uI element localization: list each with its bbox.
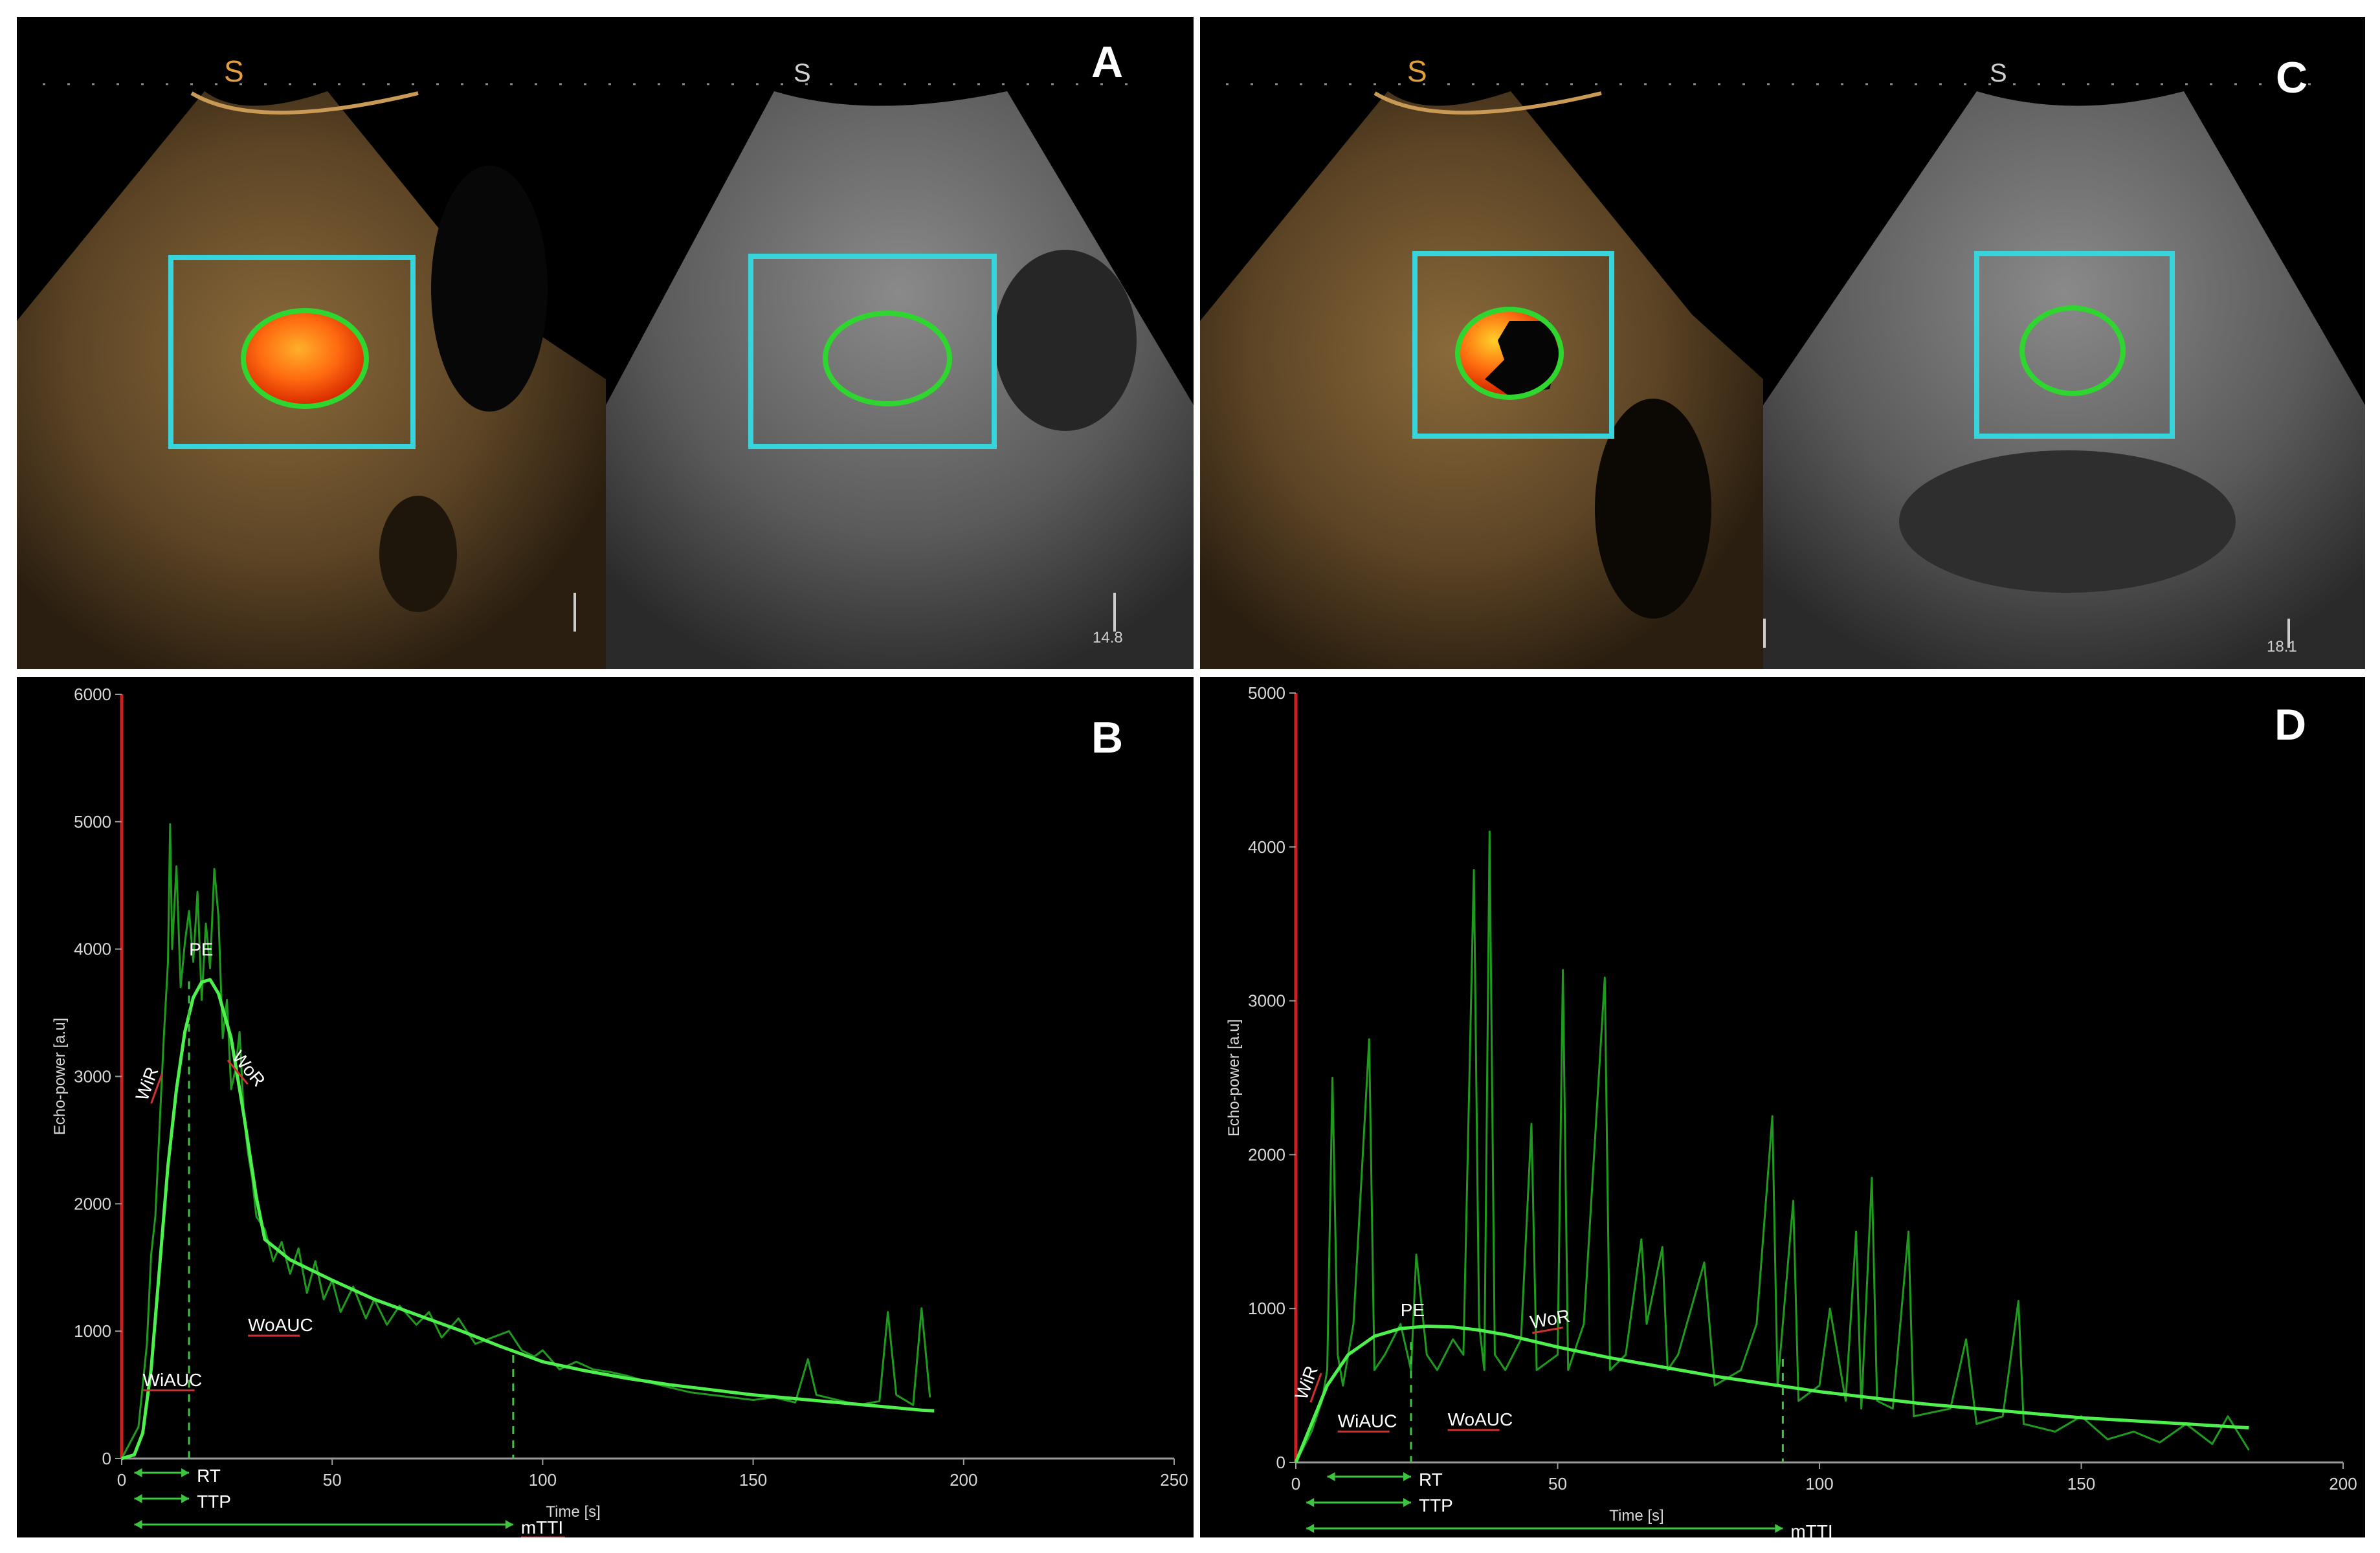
annotation-pe: PE [1401,1300,1425,1320]
y-tick-label: 2000 [74,1194,111,1213]
depth-readout: 18.1 [2267,638,2297,655]
fitted-curve [121,978,935,1460]
roi-ellipse-ceus [1455,307,1564,400]
interval-label-ttp: TTP [197,1492,231,1512]
y-tick-label: 1000 [1248,1299,1285,1318]
panel-b-chart: 0 1000 2000 3000 4000 5000 6000 0 50 100 150 200 250… [17,677,1194,1537]
transducer-arc [190,91,419,115]
probe-marker-icon-bmode: S [794,59,811,87]
interval-arrowhead [1403,1472,1411,1481]
roi-ellipse-bmode [2019,305,2126,396]
panel-d-chart: 0 1000 2000 3000 4000 5000 0 50 100 150 200 Time [s… [1200,677,2365,1537]
x-tick-label: 200 [2329,1474,2357,1493]
annotation-wiauc: WiAUC [1338,1411,1397,1431]
x-tick-label: 0 [117,1470,126,1490]
annotation-underline [227,1059,249,1085]
roi-box-ceus [1412,251,1614,439]
interval-arrowhead [181,1468,190,1477]
roi-box-ceus [168,255,416,449]
interval-arrowhead [134,1468,142,1477]
interval-arrowhead [505,1520,513,1529]
x-tick-label: 150 [2067,1474,2095,1493]
y-tick-label: 5000 [1248,683,1285,703]
annotation-underline [1309,1372,1322,1403]
perfusion-heatmap [245,312,365,405]
interval-arrowhead [1403,1498,1411,1507]
interval-arrowhead [134,1494,142,1503]
interval-arrowhead [1775,1524,1783,1533]
annotation-underline [1532,1327,1563,1334]
y-tick-label: 3000 [1248,991,1285,1011]
x-tick-label: 150 [739,1470,767,1490]
transducer-arc [1374,91,1602,115]
panel-c-image: S S [1200,54,2365,669]
x-tick-label: 200 [950,1470,977,1490]
panel-a-ultrasound: S S A 14.8 [17,17,1194,669]
bmode-dark-region [994,250,1137,431]
roi-ellipse-ceus [241,308,369,409]
dark-region [1595,399,1711,619]
y-tick-label: 0 [1276,1453,1285,1472]
roi-box-bmode [1974,251,2175,439]
bmode-dark-region [1899,450,2236,593]
interval-arrowhead [1306,1524,1315,1533]
probe-marker-icon: S [1407,54,1427,88]
roi-box-bmode [748,254,997,449]
panel-label: D [2274,700,2307,749]
y-axis-label: Echo-power [a.u] [1225,1019,1243,1136]
probe-marker-icon: S [224,54,244,88]
fitted-curve [1294,1325,2249,1463]
panel-label: C [2276,53,2308,102]
x-axis-label: Time [s] [1609,1507,1663,1525]
x-tick-label: 100 [529,1470,557,1490]
interval-arrowhead [1327,1472,1335,1481]
interval-label-mtti: mTTI [1790,1521,1832,1537]
raw-signal-series [120,823,931,1459]
probe-marker-icon-bmode: S [1990,59,2007,87]
panel-label: B [1091,713,1124,762]
interval-arrowhead [181,1494,190,1503]
annotation-woauc: WoAUC [1448,1409,1513,1429]
vessel-dark [431,166,548,412]
x-tick-label: 0 [1291,1474,1300,1493]
y-tick-label: 5000 [74,812,111,832]
panel-label: A [1091,38,1124,87]
heatmap-void [1485,321,1560,396]
interval-arrowhead [134,1520,142,1529]
dark-region [379,496,457,612]
interval-label-rt: RT [1419,1470,1443,1490]
interval-arrowhead [1306,1498,1315,1507]
interval-label-ttp: TTP [1419,1495,1453,1515]
interval-label-rt: RT [197,1466,221,1486]
y-axis-label: Echo-power [a.u] [51,1018,69,1135]
panel-c-ultrasound: S S C 18.1 [1200,17,2365,669]
y-tick-label: 3000 [74,1067,111,1086]
y-tick-label: 2000 [1248,1145,1285,1164]
y-tick-label: 6000 [74,685,111,704]
y-tick-label: 4000 [1248,837,1285,857]
x-tick-label: 50 [323,1470,342,1490]
panel-a-image: S S [17,54,1194,669]
y-tick-label: 1000 [74,1321,111,1341]
annotation-woauc: WoAUC [248,1315,313,1335]
annotation-wiauc: WiAUC [143,1370,203,1390]
x-tick-label: 100 [1805,1474,1833,1493]
y-tick-label: 0 [102,1449,111,1468]
annotation-pe: PE [189,940,213,960]
bmode-sector [606,91,1194,669]
x-tick-label: 50 [1548,1474,1567,1493]
time-intensity-curve-d: 0 1000 2000 3000 4000 5000 0 50 100 150 200 Time [s… [1225,683,2357,1537]
x-axis-label: Time [s] [546,1503,600,1521]
time-intensity-curve-b: 0 1000 2000 3000 4000 5000 6000 0 50 100 150 200 250… [51,685,1188,1537]
roi-ellipse-bmode [823,311,952,406]
interval-label-mtti: mTTI [521,1517,563,1537]
y-tick-label: 4000 [74,940,111,959]
annotation-underline [150,1074,163,1104]
raw-signal-series [1295,830,2250,1463]
depth-readout: 14.8 [1093,629,1123,646]
x-tick-label: 250 [1160,1470,1188,1490]
